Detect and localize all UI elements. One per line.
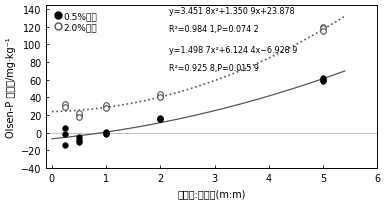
Legend: 0.5%梯度, 2.0%梯度: 0.5%梯度, 2.0%梯度 [54,10,99,34]
Point [63,103,69,106]
Y-axis label: Olsen-P 降低量/mg·kg⁻¹: Olsen-P 降低量/mg·kg⁻¹ [5,37,15,137]
X-axis label: 铵明矾:氧化镁(m:m): 铵明矾:氧化镁(m:m) [178,188,246,198]
Point [63,144,69,147]
Point [63,105,69,108]
Point [157,96,164,100]
Point [103,131,109,134]
Point [63,133,69,136]
Point [157,94,164,98]
Point [63,127,69,130]
Text: R²=0.984 1,P=0.074 2: R²=0.984 1,P=0.074 2 [169,25,259,34]
Text: y=3.451 8x²+1.350 9x+23.878: y=3.451 8x²+1.350 9x+23.878 [169,7,295,16]
Point [76,139,82,142]
Point [103,106,109,109]
Point [63,106,69,109]
Point [103,131,109,135]
Point [103,104,109,107]
Point [76,136,82,139]
Point [157,118,164,121]
Point [320,77,326,80]
Point [103,133,109,136]
Point [103,107,109,110]
Point [76,140,82,143]
Point [76,114,82,117]
Point [157,116,164,120]
Point [320,26,326,29]
Point [320,28,326,31]
Text: R²=0.925 8,P=0.015 9: R²=0.925 8,P=0.015 9 [169,64,259,73]
Point [157,93,164,96]
Point [76,116,82,119]
Point [320,30,326,33]
Point [157,117,164,121]
Point [320,79,326,82]
Point [320,80,326,84]
Text: y=1.498 7x²+6.124 4x−6.928 9: y=1.498 7x²+6.124 4x−6.928 9 [169,46,297,55]
Point [76,112,82,115]
